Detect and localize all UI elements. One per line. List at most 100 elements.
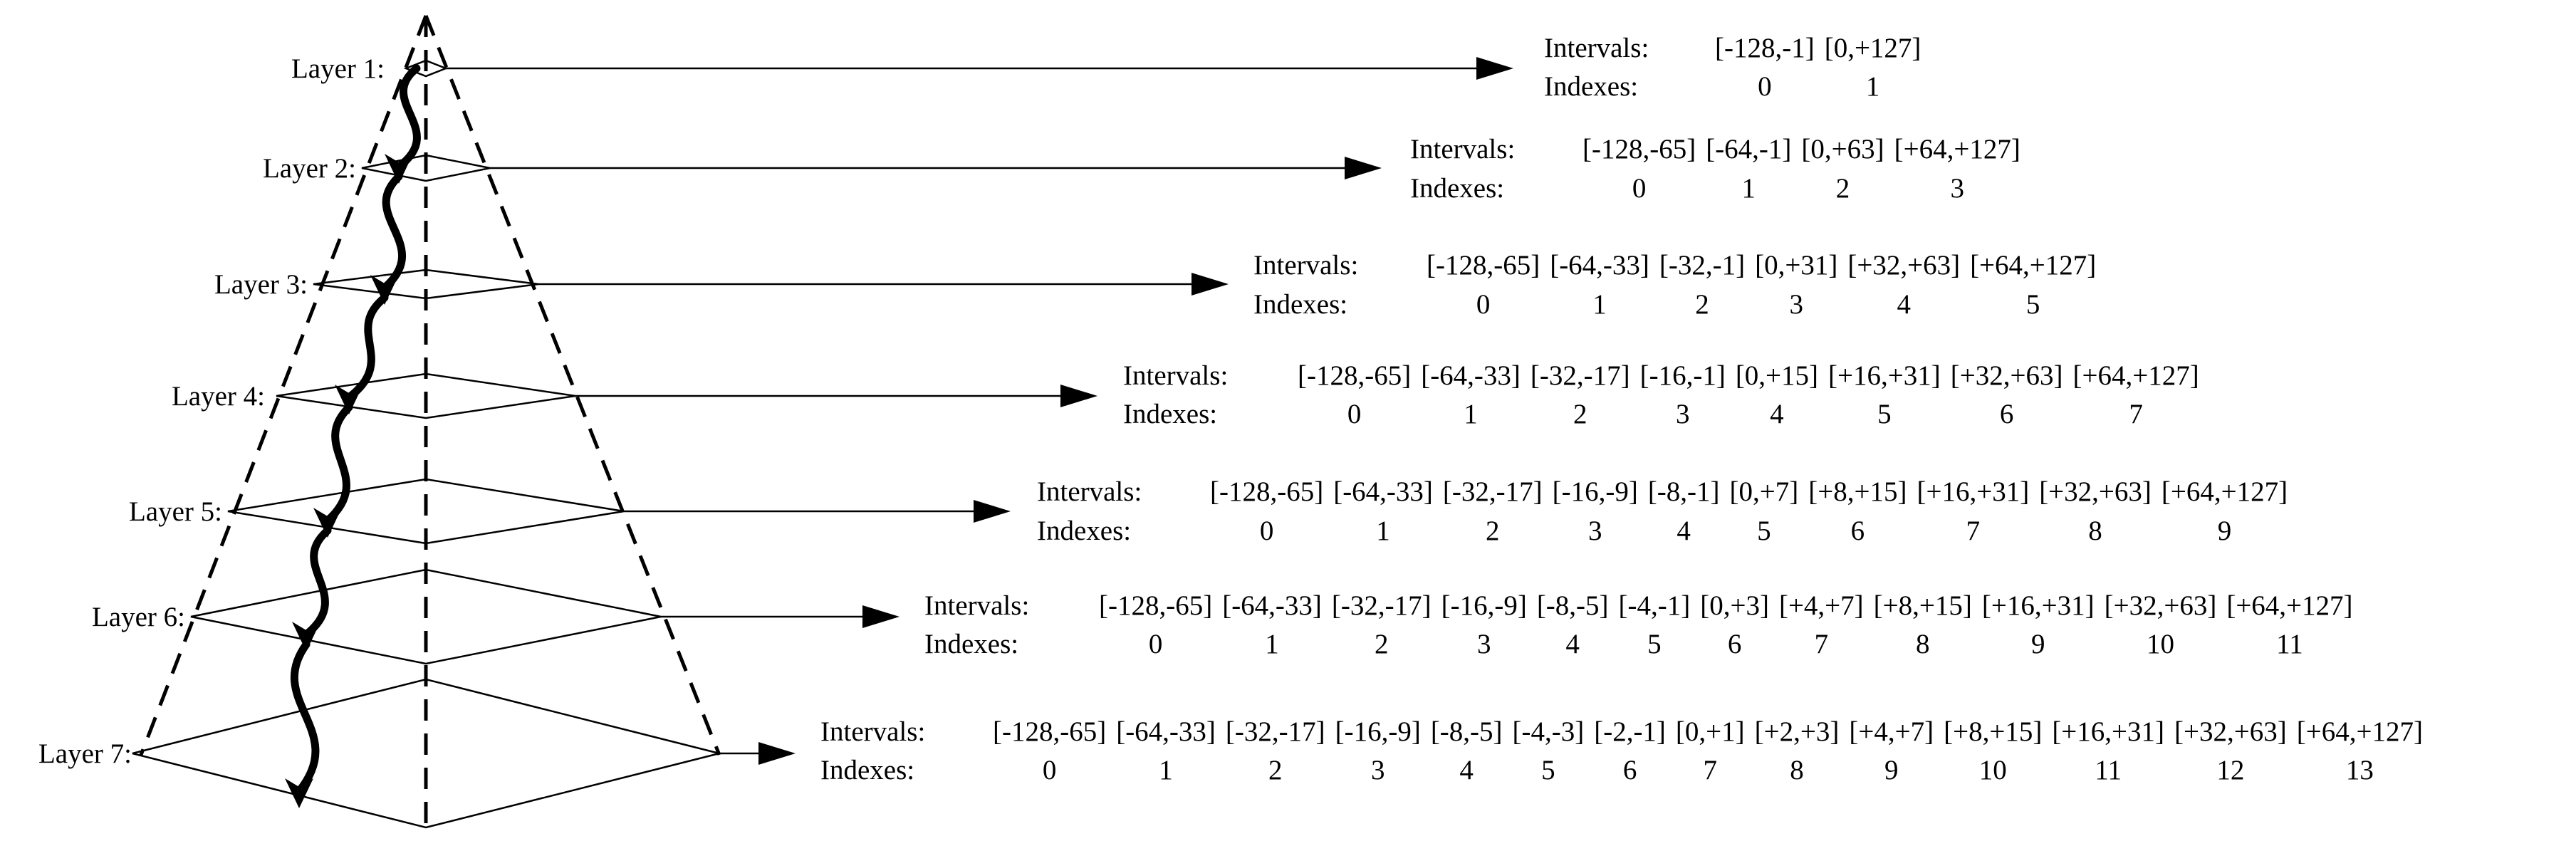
index-cell: 11 xyxy=(2095,755,2122,785)
layer-label-6: Layer 6: xyxy=(92,602,185,632)
interval-cell: [-128,-65] xyxy=(1582,134,1696,164)
index-cell: 5 xyxy=(1757,516,1771,546)
interval-cell: [-64,-33] xyxy=(1333,476,1433,507)
interval-cell: [+64,+127] xyxy=(2072,360,2199,391)
index-cell: 1 xyxy=(1265,629,1279,659)
interval-cell: [+2,+3] xyxy=(1755,716,1840,747)
interval-cell: [0,+63] xyxy=(1801,134,1884,164)
indexes-label: Indexes: xyxy=(924,629,1018,659)
interval-cell: [-8,-5] xyxy=(1431,716,1503,747)
traversal-arrowhead-1 xyxy=(385,154,413,184)
index-cell: 12 xyxy=(2216,755,2244,785)
indexes-label: Indexes: xyxy=(1253,289,1347,320)
interval-cell: [0,+31] xyxy=(1755,250,1837,281)
interval-cell: [-128,-65] xyxy=(1298,360,1411,391)
intervals-label: Intervals: xyxy=(1123,360,1228,391)
index-cell: 3 xyxy=(1789,289,1803,320)
index-cell: 4 xyxy=(1770,399,1784,429)
index-cell: 0 xyxy=(1260,516,1274,546)
interval-cell: [-32,-1] xyxy=(1659,250,1745,281)
layer-arrowhead-6 xyxy=(862,605,899,628)
interval-cell: [+32,+63] xyxy=(2105,590,2217,621)
interval-cell: [-64,-1] xyxy=(1706,134,1791,164)
traversal-arrowhead-3 xyxy=(335,385,363,414)
interval-cell: [-4,-1] xyxy=(1619,590,1691,621)
traversal-arrowhead-5 xyxy=(292,622,320,652)
layer-label-7: Layer 7: xyxy=(38,738,132,769)
layer-arrowhead-2 xyxy=(1345,157,1382,179)
index-cell: 5 xyxy=(1647,629,1662,659)
intervals-label: Intervals: xyxy=(1410,134,1515,164)
interval-cell: [+64,+127] xyxy=(2162,476,2288,507)
interval-cell: [-32,-17] xyxy=(1531,360,1630,391)
interval-cell: [+64,+127] xyxy=(2297,716,2423,747)
index-cell: 5 xyxy=(1877,399,1892,429)
traversal-hop-2 xyxy=(380,172,406,292)
interval-cell: [-128,-65] xyxy=(993,716,1106,747)
traversal-hop-6 xyxy=(290,640,320,795)
layer-arrowhead-5 xyxy=(974,500,1011,523)
interval-cell: [+32,+63] xyxy=(2039,476,2152,507)
index-cell: 8 xyxy=(2088,516,2102,546)
layer-label-4: Layer 4: xyxy=(172,381,265,412)
index-cell: 2 xyxy=(1836,173,1850,204)
traversal-hop-5 xyxy=(302,526,332,639)
index-cell: 4 xyxy=(1897,289,1911,320)
index-cell: 2 xyxy=(1695,289,1709,320)
interval-cell: [-64,-33] xyxy=(1116,716,1216,747)
layer-label-2: Layer 2: xyxy=(263,153,356,184)
index-cell: 3 xyxy=(1588,516,1602,546)
interval-cell: [0,+15] xyxy=(1736,360,1818,391)
interval-cell: [+32,+63] xyxy=(1847,250,1960,281)
interval-cell: [-64,-33] xyxy=(1222,590,1322,621)
traversal-arrowhead-2 xyxy=(370,275,399,305)
index-cell: 0 xyxy=(1043,755,1057,785)
interval-cell: [-16,-9] xyxy=(1441,590,1527,621)
layer-arrowhead-4 xyxy=(1060,385,1097,407)
index-cell: 13 xyxy=(2346,755,2374,785)
interval-cell: [+64,+127] xyxy=(1970,250,2096,281)
interval-cell: [+4,+7] xyxy=(1849,716,1934,747)
interval-table-7: Intervals: Indexes: [-128,-65] 0 [-64,-33] 1 [… xyxy=(820,716,2423,785)
layer-labels: Layer 1: Layer 2: Layer 3: Layer 4: Layer 5:… xyxy=(38,53,385,769)
interval-cell: [-128,-1] xyxy=(1715,33,1815,63)
index-cell: 2 xyxy=(1268,755,1283,785)
index-cell: 1 xyxy=(1866,71,1880,102)
indexes-label: Indexes: xyxy=(1544,71,1638,102)
index-cell: 0 xyxy=(1758,71,1772,102)
index-cell: 1 xyxy=(1464,399,1478,429)
interval-table-2: Intervals: Indexes: [-128,-65] 0 [-64,-1] 1 [0… xyxy=(1410,134,2020,204)
intervals-label: Intervals: xyxy=(1253,250,1358,281)
interval-cell: [-8,-1] xyxy=(1648,476,1720,507)
interval-cell: [+8,+15] xyxy=(1944,716,2042,747)
index-cell: 6 xyxy=(1728,629,1742,659)
interval-cell: [-128,-65] xyxy=(1427,250,1540,281)
index-cell: 11 xyxy=(2276,629,2303,659)
interval-cell: [-16,-9] xyxy=(1335,716,1421,747)
layer-label-5: Layer 5: xyxy=(129,496,222,527)
interval-cell: [-16,-9] xyxy=(1553,476,1638,507)
index-cell: 6 xyxy=(1623,755,1637,785)
interval-table-6: Intervals: Indexes: [-128,-65] 0 [-64,-33] 1 [… xyxy=(924,590,2353,659)
interval-table-4: Intervals: Indexes: [-128,-65] 0 [-64,-33] 1 [… xyxy=(1123,360,2199,429)
index-cell: 5 xyxy=(2026,289,2040,320)
index-cell: 7 xyxy=(1815,629,1829,659)
interval-cell: [-8,-5] xyxy=(1537,590,1609,621)
index-cell: 1 xyxy=(1742,173,1756,204)
interval-cell: [-4,-3] xyxy=(1513,716,1585,747)
traversal-hop-1 xyxy=(395,64,421,171)
index-cell: 9 xyxy=(1884,755,1899,785)
index-cell: 7 xyxy=(1966,516,1981,546)
pyramid-outline xyxy=(139,15,721,830)
intervals-label: Intervals: xyxy=(1544,33,1649,63)
index-cell: 3 xyxy=(1951,173,1965,204)
index-cell: 7 xyxy=(2129,399,2143,429)
index-cell: 1 xyxy=(1376,516,1390,546)
interval-cell: [-64,-33] xyxy=(1550,250,1649,281)
interval-cell: [+8,+15] xyxy=(1874,590,1972,621)
index-cell: 0 xyxy=(1632,173,1647,204)
interval-cell: [+16,+31] xyxy=(2052,716,2164,747)
traversal-hop-4 xyxy=(323,403,353,525)
interval-cell: [+4,+7] xyxy=(1779,590,1864,621)
